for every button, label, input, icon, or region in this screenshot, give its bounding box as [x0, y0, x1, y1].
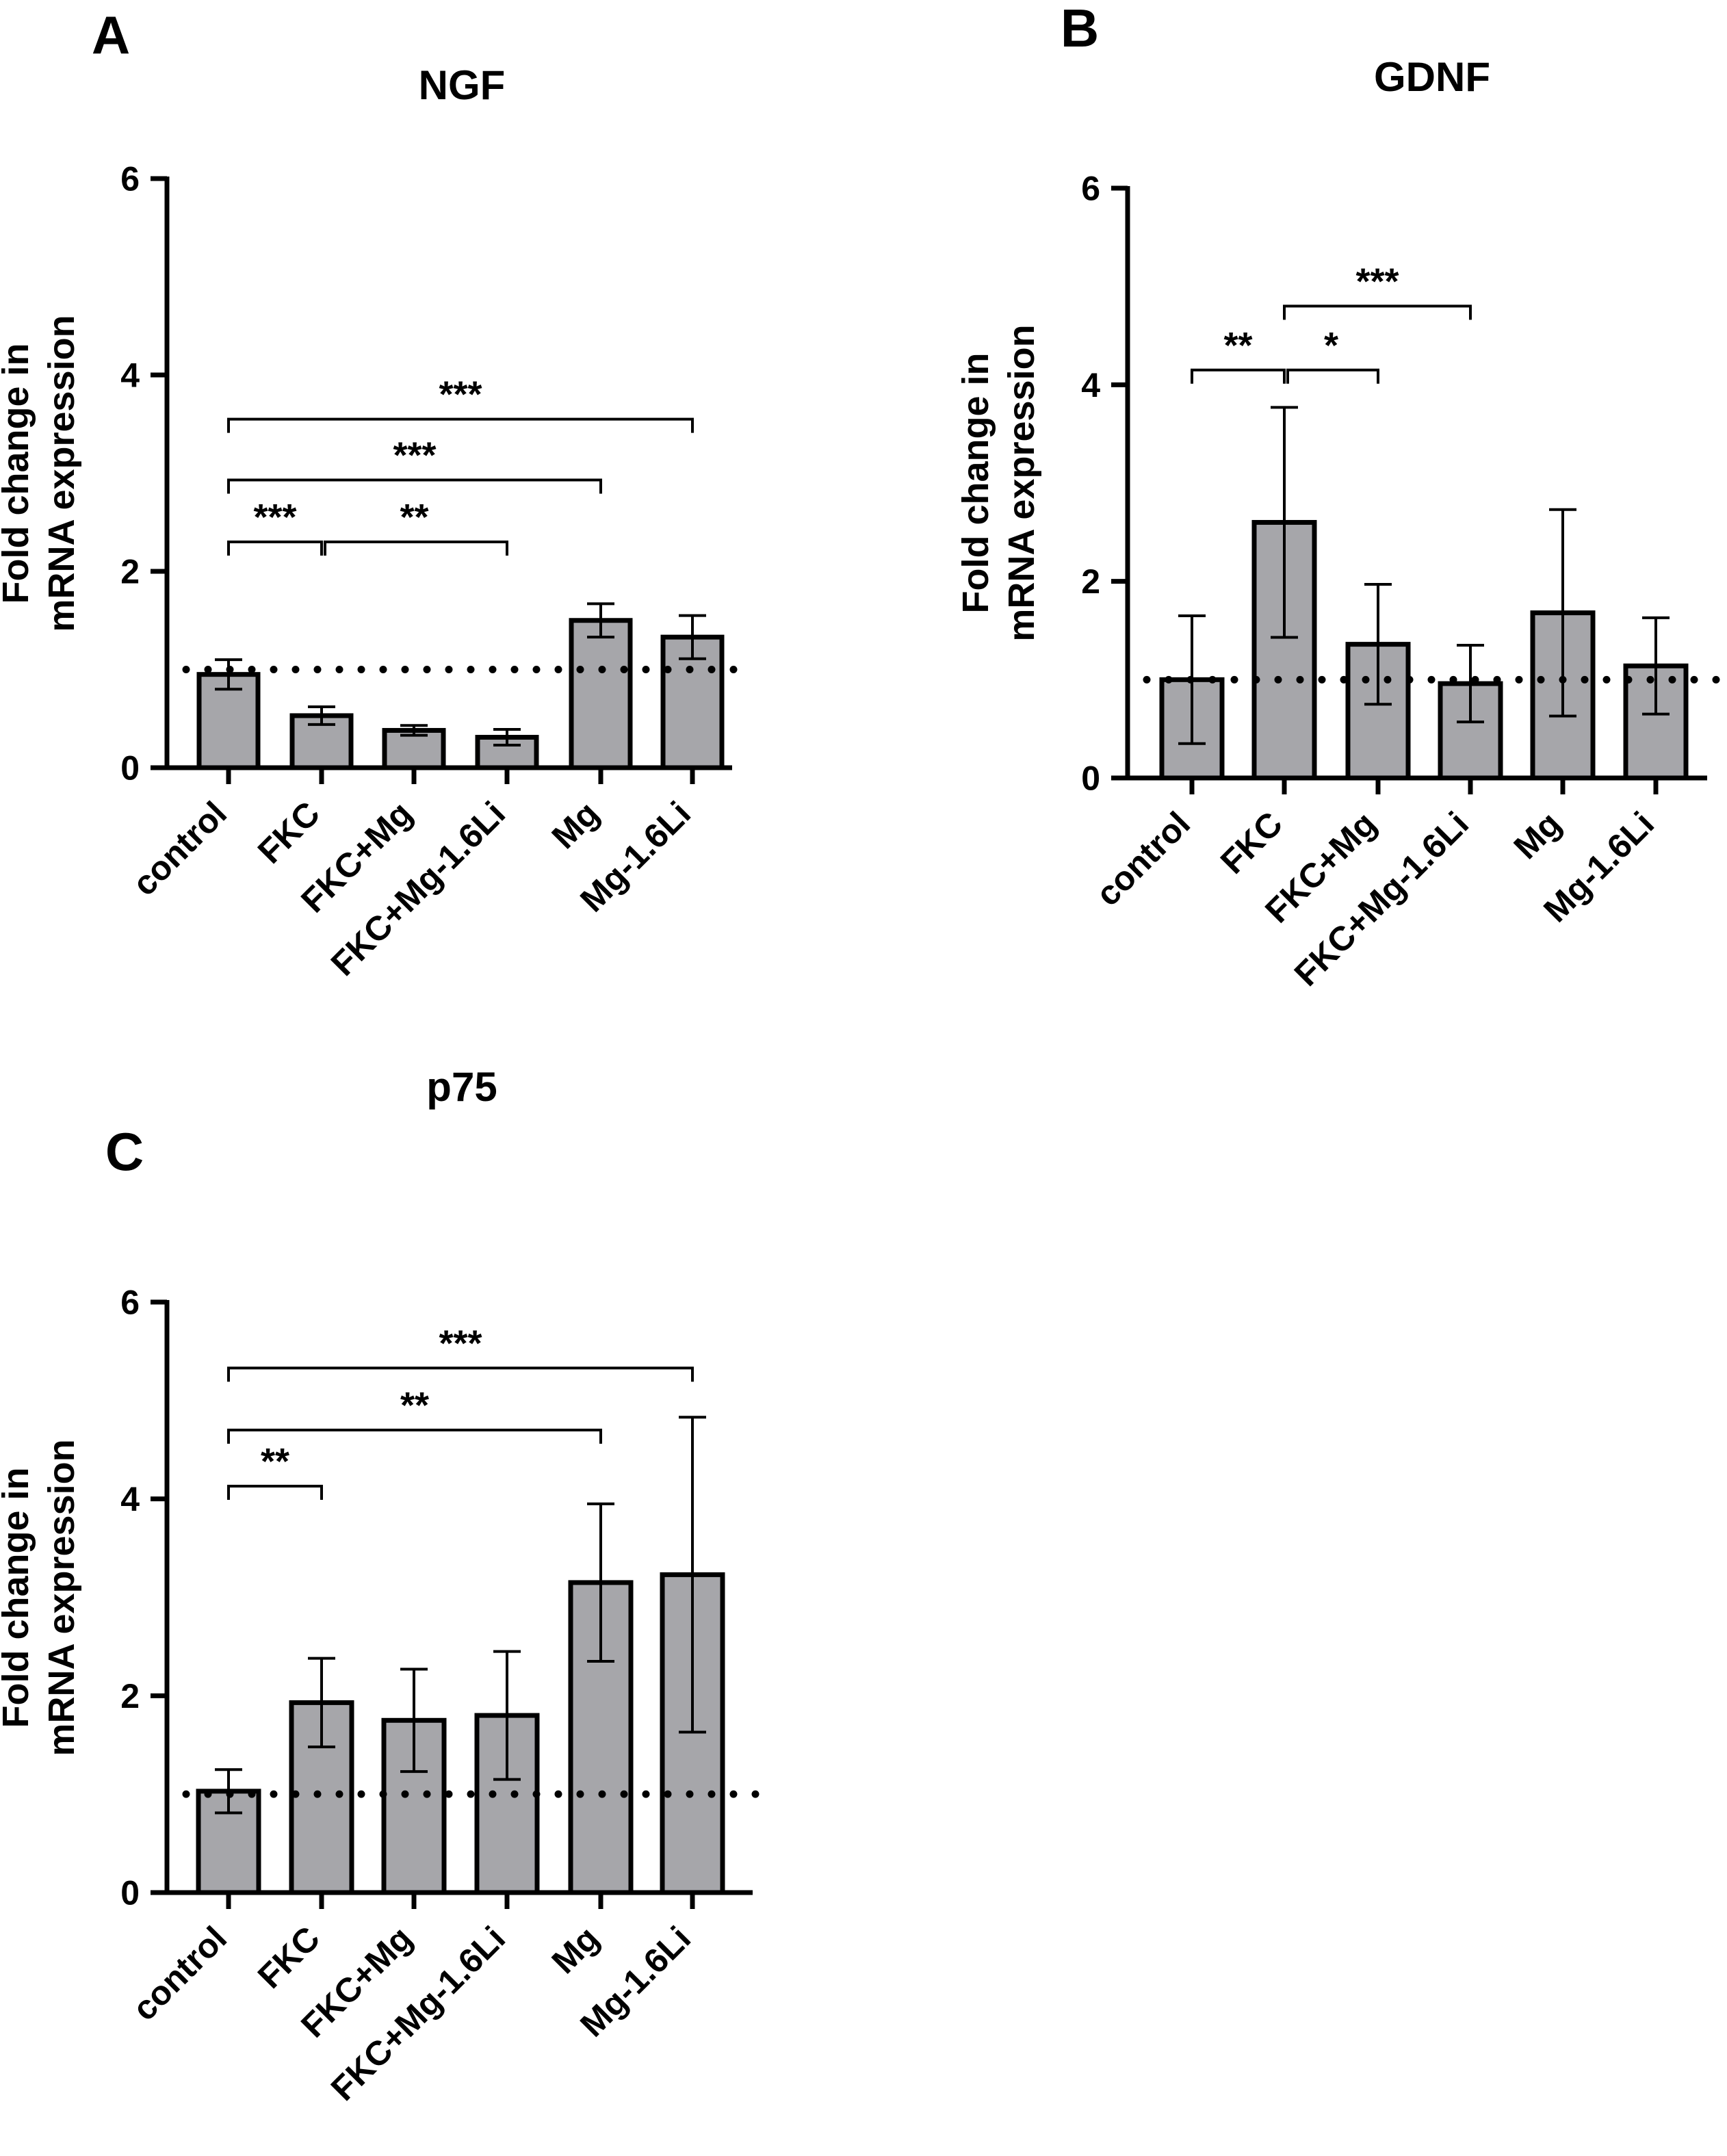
x-tick-label: Mg [544, 1919, 606, 1982]
significance-label: *** [393, 435, 436, 476]
significance-bracket [227, 540, 323, 556]
significance-label: ** [1223, 325, 1252, 366]
y-tick-label: 4 [120, 356, 140, 395]
x-tick-label: FKC [1213, 805, 1290, 881]
x-tick-label: control [125, 1919, 234, 2028]
chart-title: p75 [426, 1064, 497, 1110]
significance-label: *** [439, 1323, 482, 1364]
significance-bracket [227, 1484, 323, 1500]
chart-title: GDNF [1374, 54, 1490, 100]
y-axis-label: mRNA expression [41, 315, 82, 632]
y-tick-label: 4 [120, 1480, 140, 1518]
panel-a: A NGF Fold change in mRNA expression 0 2 4 6 con… [0, 5, 753, 983]
panel-letter: B [1061, 0, 1099, 58]
y-tick-label: 2 [120, 553, 140, 591]
significance-label: *** [439, 374, 482, 415]
x-tick-label: control [1089, 805, 1197, 913]
y-axis-label: mRNA expression [1001, 324, 1042, 641]
x-tick-label: control [125, 794, 234, 903]
y-axis-label: Fold change in [0, 343, 36, 603]
significance-bracket [227, 417, 694, 433]
significance-label: *** [1355, 261, 1399, 302]
significance-label: ** [400, 1385, 429, 1426]
bar [569, 618, 633, 770]
significance-bracket [324, 540, 508, 556]
x-tick-label: FKC [250, 794, 327, 871]
y-tick-label: 0 [120, 1874, 140, 1912]
x-tick-label: FKC [250, 1919, 327, 1996]
chart-title: NGF [419, 62, 506, 108]
significance-bracket [1283, 304, 1472, 320]
panel-letter: C [105, 1121, 144, 1182]
y-tick-label: 0 [1081, 759, 1100, 798]
significance-bracket [227, 1428, 602, 1444]
significance-bracket [227, 478, 602, 494]
y-axis-label: mRNA expression [41, 1439, 82, 1756]
panel-letter: A [92, 5, 130, 65]
y-tick-label: 6 [1081, 170, 1100, 208]
y-axis-label: Fold change in [0, 1467, 36, 1728]
significance-bracket [1191, 368, 1286, 384]
x-tick-label: Mg [1506, 805, 1568, 867]
y-axis-label: Fold change in [955, 352, 996, 613]
y-tick-label: 0 [120, 749, 140, 788]
y-tick-label: 2 [120, 1677, 140, 1715]
significance-bracket [227, 1366, 694, 1382]
significance-label: *** [253, 497, 296, 538]
panel-b: B GDNF Fold change in mRNA expression 0 2 4 6 co… [955, 0, 1727, 993]
x-tick-label: Mg [544, 794, 606, 857]
significance-label: ** [400, 497, 428, 538]
significance-bracket [1286, 368, 1379, 384]
y-tick-label: 6 [120, 160, 140, 198]
y-tick-label: 2 [1081, 562, 1100, 601]
significance-label: ** [261, 1441, 289, 1482]
significance-label: * [1324, 325, 1338, 366]
y-tick-label: 6 [120, 1284, 140, 1322]
y-tick-label: 4 [1081, 366, 1100, 404]
